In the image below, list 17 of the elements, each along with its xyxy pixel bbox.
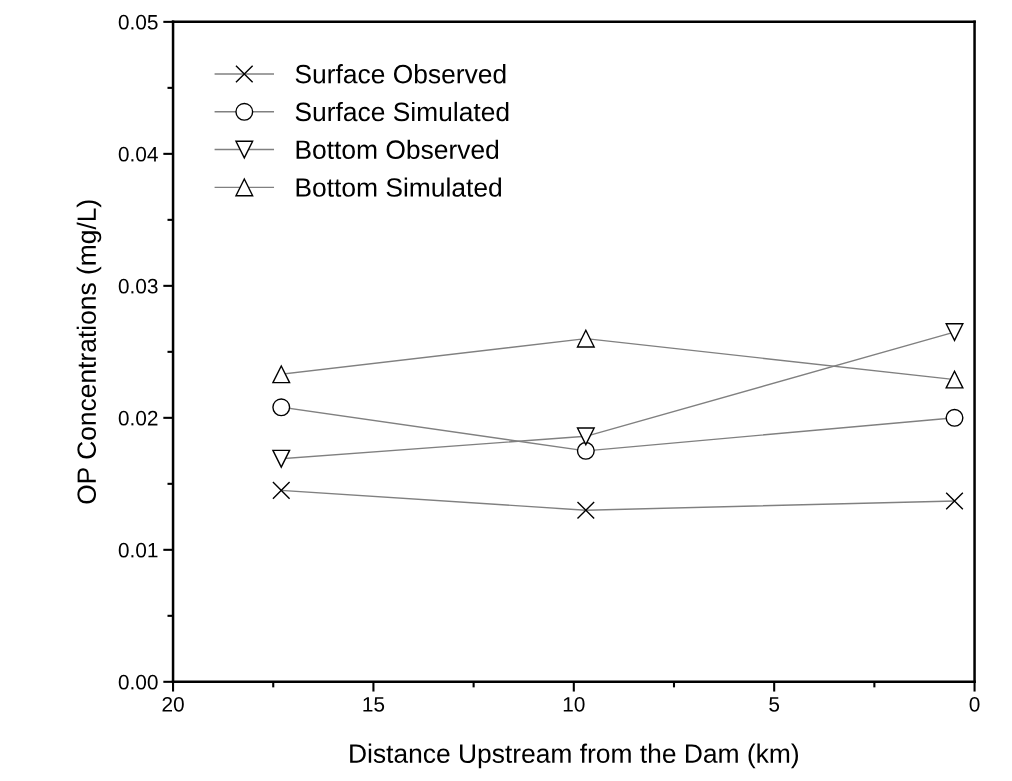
y-tick-label: 0.03: [118, 278, 158, 294]
y-axis-title: OP Concentrations (mg/L): [76, 200, 102, 504]
legend-label: Surface Simulated: [295, 101, 509, 122]
x-tick-label: 15: [363, 697, 385, 712]
legend-label: Surface Observed: [295, 64, 506, 84]
x-tick-label: 0: [969, 696, 980, 712]
y-tick-label: 0.04: [118, 146, 158, 162]
y-tick-label: 0.00: [118, 674, 158, 690]
x-axis-title: Distance Upstream from the Dam (km): [350, 743, 798, 769]
x-tick-label: 10: [563, 696, 585, 712]
x-tick-label: 5: [769, 697, 780, 712]
y-tick-label: 0.01: [118, 542, 158, 558]
x-tick-label: 20: [162, 696, 184, 712]
y-tick-label: 0.02: [118, 410, 158, 426]
y-tick-label: 0.05: [118, 14, 158, 30]
legend-label: Bottom Simulated: [296, 177, 502, 197]
legend-label: Bottom Observed: [296, 139, 499, 160]
